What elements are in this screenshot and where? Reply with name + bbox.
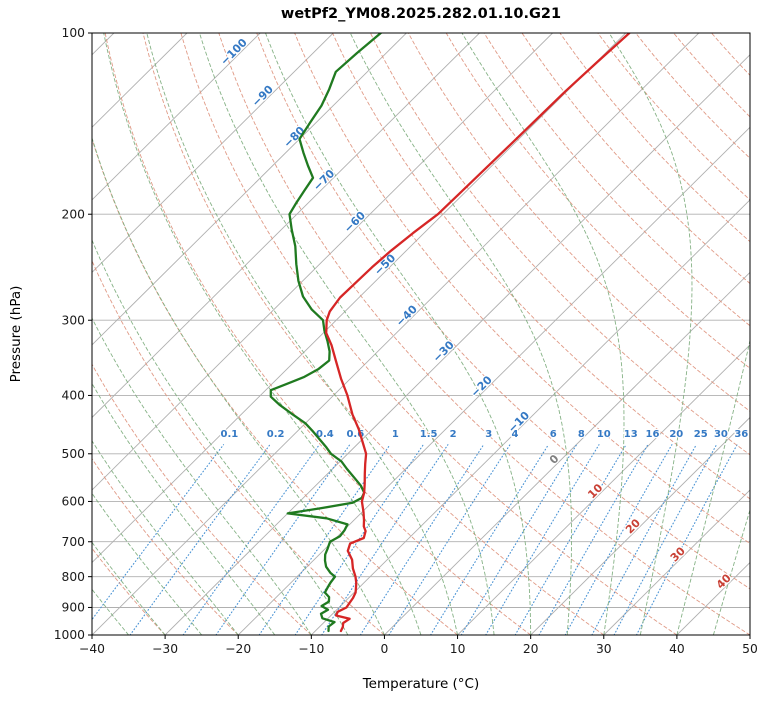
- svg-text:−40: −40: [79, 642, 105, 656]
- svg-text:−30: −30: [152, 642, 178, 656]
- svg-text:−60: −60: [341, 209, 368, 236]
- svg-text:30: 30: [668, 544, 688, 564]
- svg-text:1000: 1000: [54, 628, 85, 642]
- svg-text:10: 10: [450, 642, 466, 656]
- svg-text:−30: −30: [430, 338, 457, 365]
- moist-adiabats: [92, 33, 750, 635]
- isotherm-lines: [92, 33, 750, 635]
- svg-text:2: 2: [450, 429, 457, 440]
- svg-text:400: 400: [62, 389, 85, 403]
- svg-text:−10: −10: [506, 409, 533, 436]
- dry-adiabats: [92, 33, 750, 635]
- svg-text:200: 200: [62, 207, 85, 221]
- svg-text:−20: −20: [468, 373, 495, 400]
- svg-text:0.2: 0.2: [267, 429, 285, 440]
- svg-text:3: 3: [485, 429, 492, 440]
- svg-text:30: 30: [596, 642, 612, 656]
- svg-text:16: 16: [646, 429, 660, 440]
- svg-text:0: 0: [380, 642, 388, 656]
- svg-text:−90: −90: [249, 83, 276, 110]
- pressure-gridlines: [92, 33, 750, 635]
- svg-text:20: 20: [669, 429, 683, 440]
- svg-text:40: 40: [669, 642, 685, 656]
- svg-text:0.1: 0.1: [221, 429, 239, 440]
- svg-text:900: 900: [62, 601, 85, 615]
- svg-text:800: 800: [62, 570, 85, 584]
- svg-text:13: 13: [624, 429, 638, 440]
- svg-text:20: 20: [523, 642, 539, 656]
- svg-text:300: 300: [62, 313, 85, 327]
- svg-text:0.4: 0.4: [316, 429, 334, 440]
- plot-frame: [91, 32, 751, 636]
- y-tick-labels: 100 200 300 400 500 600 700 800 900 1000: [54, 26, 85, 642]
- svg-text:4: 4: [512, 429, 519, 440]
- svg-text:700: 700: [62, 535, 85, 549]
- svg-text:1.5: 1.5: [420, 429, 438, 440]
- svg-text:10: 10: [597, 429, 611, 440]
- svg-text:25: 25: [694, 429, 708, 440]
- svg-text:−40: −40: [393, 302, 420, 329]
- svg-text:20: 20: [623, 516, 643, 536]
- svg-text:−20: −20: [225, 642, 251, 656]
- svg-text:500: 500: [62, 447, 85, 461]
- x-tick-labels: −40 −30 −20 −10 0 10 20 30 40 50: [79, 642, 758, 656]
- svg-text:100: 100: [62, 26, 85, 40]
- svg-text:6: 6: [550, 429, 557, 440]
- temperature-line: [325, 33, 631, 633]
- svg-text:−100: −100: [218, 36, 250, 68]
- svg-text:50: 50: [742, 642, 758, 656]
- svg-text:8: 8: [578, 429, 585, 440]
- svg-text:30: 30: [714, 429, 728, 440]
- mixing-ratio-labels: 0.1 0.2 0.4 0.6 1 1.5 2 3 4 6 8 10 13 16 20 25 30 36: [219, 428, 749, 441]
- svg-text:600: 600: [62, 495, 85, 509]
- svg-text:−10: −10: [298, 642, 324, 656]
- svg-text:−70: −70: [311, 167, 338, 194]
- dewpoint-line: [269, 33, 382, 633]
- x-axis-label: Temperature (°C): [362, 676, 480, 692]
- svg-text:1: 1: [392, 429, 399, 440]
- svg-text:36: 36: [734, 429, 748, 440]
- axis-ticks: [88, 32, 751, 639]
- chart-title: wetPf2_YM08.2025.282.01.10.G21: [280, 6, 562, 22]
